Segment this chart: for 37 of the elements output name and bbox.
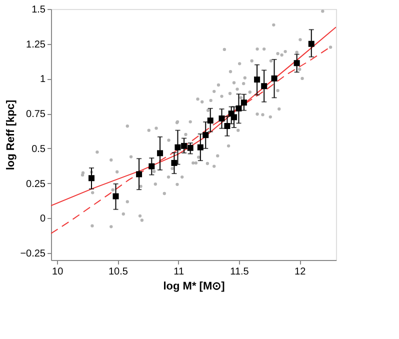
x-tick-label: 10.5 (108, 266, 128, 278)
x-tick-label: 11.5 (230, 266, 250, 278)
x-tick-label: 11 (174, 266, 184, 278)
point (157, 150, 164, 156)
point (136, 171, 142, 178)
point (181, 142, 188, 149)
point (171, 160, 178, 166)
y-tick-label: 0.25 (26, 178, 46, 190)
point (231, 114, 238, 120)
x-tick-label: 12 (294, 266, 306, 278)
point (271, 75, 278, 82)
point (236, 105, 242, 112)
y-tick-label: 1.25 (26, 39, 46, 50)
point (218, 115, 225, 122)
point (202, 132, 209, 138)
point (197, 144, 204, 150)
point (254, 76, 260, 83)
y-tick-label: 1 (40, 74, 46, 86)
y-tick-label: 0.75 (26, 109, 46, 120)
x-axis-title: log M* [M⊙] (163, 280, 226, 292)
point (207, 118, 214, 124)
y-tick-label: −0.25 (20, 248, 46, 260)
point (174, 144, 181, 150)
point (88, 175, 95, 182)
point (308, 40, 314, 47)
point (148, 163, 155, 170)
y-tick-label: 0.5 (32, 144, 46, 155)
y-axis-title: log Reff [kpc] (5, 100, 18, 170)
point (187, 144, 194, 151)
x-tick-label: 10 (52, 266, 64, 278)
point (224, 122, 230, 129)
y-tick-label: 1.5 (32, 4, 46, 16)
point (112, 193, 119, 200)
point (240, 100, 247, 106)
y-tick-label: 0 (40, 214, 46, 225)
point (261, 83, 268, 90)
point (294, 60, 300, 66)
